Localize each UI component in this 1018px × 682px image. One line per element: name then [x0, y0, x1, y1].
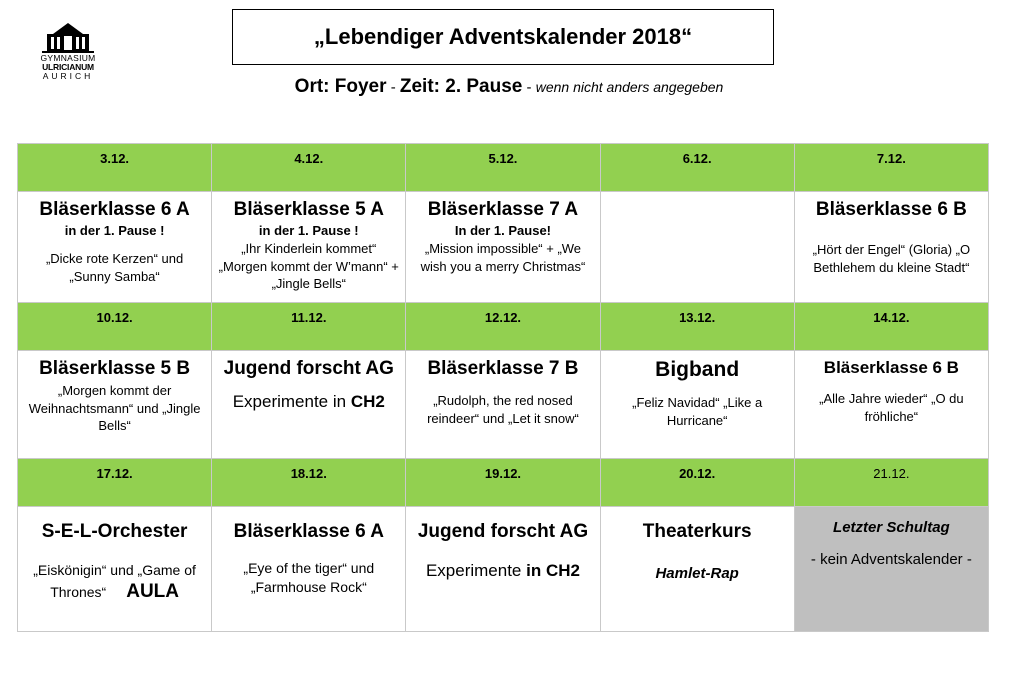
date-cell: 20.12.: [599, 458, 795, 507]
room-label: CH2: [350, 392, 385, 411]
event-songs: „Mission impossible“ + „We wish you a me…: [420, 241, 586, 274]
event-cell: Bläserklasse 7 B „Rudolph, the red nosed…: [405, 350, 601, 459]
event-note: - kein Adventskalender -: [810, 551, 972, 568]
date-cell: 13.12.: [599, 302, 795, 351]
event-heading: Bläserklasse 7 B: [427, 358, 579, 379]
event-row: Bläserklasse 6 A in der 1. Pause ! „Dick…: [16, 191, 990, 303]
event-songs: „Feliz Navidad“ „Like a Hurricane“: [632, 395, 763, 428]
event-cell: Jugend forscht AG Experimente in CH2: [211, 350, 407, 459]
calendar-table: 3.12. 4.12. 5.12. 6.12. 7.12. Bläserklas…: [16, 143, 990, 632]
event-songs: „Alle Jahre wieder“ „O du fröhliche“: [819, 391, 964, 424]
event-cell-last-day: Letzter Schultag - kein Adventskalender …: [793, 506, 990, 632]
event-location: Experimente in CH2: [407, 561, 599, 581]
event-songs: „Hört der Engel“ (Gloria) „O Bethlehem d…: [812, 242, 971, 275]
date-cell: 10.12.: [16, 302, 213, 351]
date-row: 17.12. 18.12. 19.12. 20.12. 21.12.: [16, 458, 990, 507]
event-heading: Bläserklasse 6 B: [815, 199, 967, 220]
event-heading: Jugend forscht AG: [417, 521, 589, 542]
event-songs: „Eye of the tiger“ und „Farmhouse Rock“: [243, 560, 375, 595]
date-cell: 7.12.: [793, 143, 990, 192]
event-heading: Letzter Schultag: [833, 519, 950, 536]
event-cell: Bigband „Feliz Navidad“ „Like a Hurrican…: [599, 350, 795, 459]
event-cell: Bläserklasse 6 A in der 1. Pause ! „Dick…: [16, 191, 213, 303]
event-row: Bläserklasse 5 B „Morgen kommt der Weihn…: [16, 350, 990, 459]
event-cell: Bläserklasse 7 A In der 1. Pause! „Missi…: [405, 191, 601, 303]
event-cell-empty: [599, 191, 795, 303]
event-heading: Bläserklasse 5 A: [233, 199, 384, 220]
location: Ort: Foyer: [294, 76, 387, 97]
date-row: 3.12. 4.12. 5.12. 6.12. 7.12.: [16, 143, 990, 192]
event-heading: Jugend forscht AG: [223, 358, 394, 379]
event-pause-note: in der 1. Pause !: [64, 223, 165, 238]
date-cell: 11.12.: [211, 302, 407, 351]
separator: -: [522, 79, 536, 96]
event-heading: Bläserklasse 6 A: [233, 521, 384, 542]
event-heading: Bläserklasse 6 A: [39, 199, 190, 220]
event-songs: „Eiskönigin“ und „Game of Thrones“ AULA: [19, 559, 211, 603]
date-cell: 17.12.: [16, 458, 213, 507]
date-cell: 19.12.: [405, 458, 601, 507]
event-songs: „Dicke rote Kerzen“ und „Sunny Samba“: [45, 251, 184, 284]
note: wenn nicht anders angegeben: [535, 79, 724, 95]
info-line: Ort: Foyer - Zeit: 2. Pause - wenn nicht…: [0, 76, 1018, 98]
event-cell: Jugend forscht AG Experimente in CH2: [405, 506, 601, 632]
location-text: Experimente in: [232, 392, 351, 411]
event-cell: Bläserklasse 5 B „Morgen kommt der Weihn…: [16, 350, 213, 459]
event-cell: Bläserklasse 6 B „Alle Jahre wieder“ „O …: [793, 350, 990, 459]
event-songs: „Morgen kommt der Weihnachtsmann“ und „J…: [28, 383, 201, 433]
logo-line-ulricianum: ULRICIANUM: [42, 62, 94, 72]
event-subtitle: Hamlet-Rap: [655, 565, 739, 582]
date-cell: 21.12.: [793, 458, 990, 507]
date-cell: 12.12.: [405, 302, 601, 351]
event-cell: S-E-L-Orchester „Eiskönigin“ und „Game o…: [16, 506, 213, 632]
date-cell: 6.12.: [599, 143, 795, 192]
event-cell: Bläserklasse 6 A „Eye of the tiger“ und …: [211, 506, 407, 632]
event-songs: „Ihr Kinderlein kommet“ „Morgen kommt de…: [218, 241, 399, 291]
event-songs-text: „Eiskönigin“ und „Game of Thrones“: [33, 562, 196, 600]
location-text: Experimente: [425, 561, 527, 580]
date-cell: 18.12.: [211, 458, 407, 507]
event-row: S-E-L-Orchester „Eiskönigin“ und „Game o…: [16, 506, 990, 632]
logo-line-gymnasium: GYMNASIUM: [40, 53, 96, 63]
date-cell: 3.12.: [16, 143, 213, 192]
school-building-icon: [42, 23, 94, 53]
time: Zeit: 2. Pause: [399, 76, 523, 97]
date-cell: 5.12.: [405, 143, 601, 192]
school-logo: GYMNASIUM ULRICIANUM AURICH: [36, 22, 100, 81]
event-cell: Bläserklasse 5 A in der 1. Pause ! „Ihr …: [211, 191, 407, 303]
event-location: Experimente in CH2: [213, 392, 405, 412]
date-cell: 14.12.: [793, 302, 990, 351]
event-pause-note: in der 1. Pause !: [258, 223, 359, 238]
separator: -: [386, 79, 400, 96]
event-heading: Bigband: [655, 358, 740, 381]
event-cell: Theaterkurs Hamlet-Rap: [599, 506, 795, 632]
venue-label: AULA: [126, 581, 179, 602]
event-heading: Bläserklasse 5 B: [39, 358, 191, 379]
room-label: in CH2: [526, 561, 580, 580]
date-cell: 4.12.: [211, 143, 407, 192]
event-heading: Bläserklasse 7 A: [427, 199, 579, 220]
event-heading: Bläserklasse 6 B: [823, 358, 959, 377]
event-pause-note: In der 1. Pause!: [454, 223, 552, 238]
date-row: 10.12. 11.12. 12.12. 13.12. 14.12.: [16, 302, 990, 351]
event-songs: „Rudolph, the red nosed reindeer“ und „L…: [427, 393, 579, 426]
event-heading: Theaterkurs: [642, 521, 752, 542]
page-title: „Lebendiger Adventskalender 2018“: [232, 9, 774, 65]
event-heading: S-E-L-Orchester: [41, 521, 188, 542]
event-cell: Bläserklasse 6 B „Hört der Engel“ (Glori…: [793, 191, 990, 303]
logo-line-aurich: AURICH: [42, 71, 94, 81]
